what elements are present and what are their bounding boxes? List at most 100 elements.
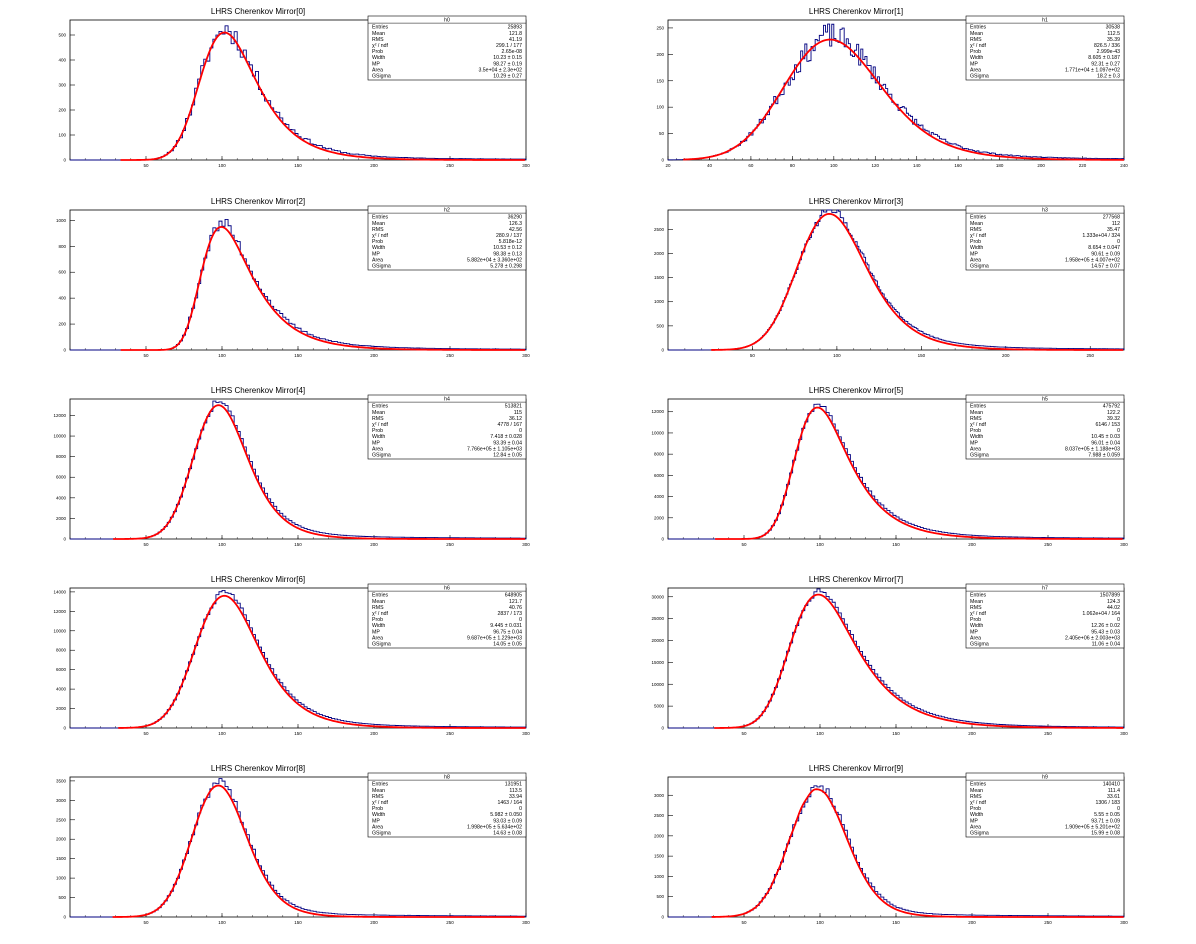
stats-box [367, 394, 527, 460]
x-tick-label: 300 [522, 731, 530, 736]
stats-value: 112.5 [1107, 31, 1120, 37]
stats-label: RMS [372, 605, 384, 611]
stats-value: 115 [514, 410, 522, 416]
stats-label: Entries [372, 782, 389, 788]
y-tick-label: 2000 [654, 515, 665, 520]
x-tick-label: 150 [294, 353, 302, 358]
stats-box [965, 15, 1125, 81]
x-tick-label: 250 [1044, 542, 1052, 547]
y-tick-label: 0 [661, 348, 664, 353]
stats-label: Prob [970, 49, 981, 55]
stats-label: RMS [372, 794, 384, 800]
x-tick-label: 200 [968, 731, 976, 736]
stats-value: 2.999e-43 [1097, 49, 1120, 55]
stats-value: 90.61 ± 0.09 [1091, 251, 1120, 257]
x-tick-label: 250 [1086, 353, 1094, 358]
stats-label: RMS [372, 37, 384, 43]
x-tick-label: 140 [913, 163, 921, 168]
stats-label: Prob [970, 617, 981, 623]
y-tick-label: 0 [661, 726, 664, 731]
y-tick-label: 1000 [654, 874, 665, 879]
stats-value: 1.771e+04 ± 1.097e+02 [1065, 67, 1120, 73]
x-tick-label: 300 [522, 542, 530, 547]
y-tick-label: 3000 [56, 798, 67, 803]
stats-value: 42.56 [509, 227, 522, 233]
stats-label: Prob [372, 49, 383, 55]
y-tick-label: 25000 [651, 616, 664, 621]
stats-title: h1 [1042, 18, 1048, 24]
x-tick-label: 300 [1120, 542, 1128, 547]
y-tick-label: 4000 [56, 495, 67, 500]
y-tick-label: 2000 [56, 837, 67, 842]
fit-curve [683, 38, 1124, 161]
stats-value: 826.5 / 336 [1094, 43, 1120, 49]
fit-curve [120, 31, 525, 161]
stats-value: 14.05 ± 0.05 [493, 642, 522, 648]
stats-value: 14.57 ± 0.07 [1091, 264, 1120, 270]
stats-value: 98.38 ± 0.13 [493, 251, 522, 257]
y-tick-label: 0 [63, 915, 66, 920]
y-tick-label: 800 [58, 244, 66, 249]
pad-title: LHRS Cherenkov Mirror[9] [809, 764, 903, 773]
stats-label: Entries [970, 593, 987, 599]
y-tick-label: 10000 [651, 682, 664, 687]
x-tick-label: 50 [741, 920, 747, 925]
y-tick-label: 12000 [53, 413, 66, 418]
stats-label: Mean [970, 599, 983, 605]
y-tick-label: 200 [58, 108, 66, 113]
stats-label: Prob [372, 617, 383, 623]
x-tick-label: 250 [1044, 920, 1052, 925]
stats-value: 14.63 ± 0.08 [493, 831, 522, 837]
x-tick-label: 150 [892, 920, 900, 925]
y-tick-label: 0 [63, 158, 66, 163]
stats-value: 1507899 [1100, 593, 1120, 599]
stats-value: 121.7 [509, 599, 522, 605]
fit-curve [120, 225, 526, 351]
stats-label: Mean [970, 221, 983, 227]
y-tick-label: 3500 [56, 778, 67, 783]
y-tick-label: 2500 [654, 813, 665, 818]
x-tick-label: 200 [370, 542, 378, 547]
stats-label: Mean [970, 31, 983, 37]
pad-8: LHRS Cherenkov Mirror[8] 50 100 150 200 250 30… [56, 764, 530, 925]
pad-title: LHRS Cherenkov Mirror[0] [211, 7, 305, 16]
stats-value: 5.55 ± 0.05 [1094, 812, 1120, 818]
y-tick-label: 8000 [56, 648, 67, 653]
stats-label: Mean [372, 599, 385, 605]
fit-curve [715, 406, 1123, 540]
stats-value: 25893 [508, 25, 523, 31]
stats-label: Entries [372, 215, 389, 221]
stats-title: h9 [1042, 775, 1048, 781]
stats-value: 122.2 [1107, 410, 1120, 416]
stats-value: 93.39 ± 0.04 [493, 440, 522, 446]
stats-value: 33.61 [1107, 794, 1120, 800]
y-tick-label: 600 [58, 270, 66, 275]
stats-value: 648905 [505, 593, 522, 599]
stats-label: χ² / ndf [372, 43, 389, 49]
fit-curve [711, 212, 1124, 351]
stats-label: Area [970, 446, 981, 452]
y-tick-label: 2000 [654, 251, 665, 256]
stats-label: MP [970, 251, 978, 257]
stats-value: 18.2 ± 0.3 [1097, 74, 1120, 80]
x-tick-label: 240 [1120, 163, 1128, 168]
stats-label: Width [970, 812, 983, 818]
stats-value: 93.03 ± 0.09 [493, 818, 522, 824]
stats-label: Prob [372, 239, 383, 245]
stats-title: h7 [1042, 586, 1048, 592]
stats-value: 1306 / 183 [1095, 800, 1120, 806]
stats-value: 10.29 ± 0.27 [493, 74, 522, 80]
x-tick-label: 150 [294, 731, 302, 736]
stats-label: Area [372, 824, 383, 830]
stats-value: 7.418 ± 0.028 [490, 434, 522, 440]
pad-5: LHRS Cherenkov Mirror[5] 50 100 150 200 250 30… [651, 386, 1128, 547]
stats-value: 2.405e+06 ± 2.003e+03 [1065, 635, 1120, 641]
y-tick-label: 0 [63, 537, 66, 542]
pad-title: LHRS Cherenkov Mirror[1] [809, 7, 903, 16]
x-tick-label: 100 [833, 353, 841, 358]
y-tick-label: 200 [656, 52, 664, 57]
pad-title: LHRS Cherenkov Mirror[7] [809, 575, 903, 584]
stats-value: 33.94 [509, 794, 522, 800]
pad-title: LHRS Cherenkov Mirror[3] [809, 197, 903, 206]
y-tick-label: 300 [58, 83, 66, 88]
